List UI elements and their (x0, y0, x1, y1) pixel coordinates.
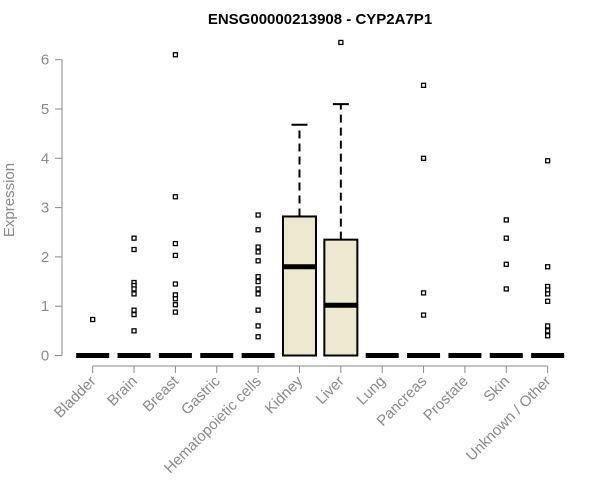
box-unknown-other (531, 158, 565, 358)
outlier-point (503, 217, 509, 223)
outlier-point (255, 212, 261, 218)
outlier-point (90, 316, 96, 323)
box-kidney (281, 123, 317, 357)
y-tick-label: 1 (41, 298, 49, 315)
box-pancreas (407, 82, 441, 358)
outlier-point (172, 252, 179, 259)
outlier-point (544, 158, 551, 164)
outlier-point (131, 328, 137, 334)
outlier-point (131, 311, 137, 318)
y-tick-label: 4 (41, 150, 49, 167)
outlier-point (255, 273, 261, 280)
outlier-point (503, 286, 509, 292)
box-iqr (323, 238, 359, 357)
outlier-point (255, 244, 261, 250)
x-tick-label: Lung (353, 373, 389, 409)
outlier-point (420, 290, 427, 296)
outlier-point (503, 235, 509, 241)
outlier-point (503, 261, 509, 267)
x-tick-label: Brain (104, 373, 141, 410)
x-tick-label: Breast (140, 372, 183, 415)
box-iqr (281, 215, 317, 357)
y-tick-label: 3 (41, 200, 49, 217)
x-tick-label: Skin (480, 373, 513, 406)
outlier-point (544, 291, 551, 297)
box-skin (489, 217, 523, 358)
outlier-point (420, 312, 427, 318)
outlier-point (544, 333, 551, 339)
chart-title: ENSG00000213908 - CYP2A7P1 (208, 11, 432, 28)
x-tick-label: Kidney (262, 372, 307, 417)
outlier-point (172, 194, 179, 200)
y-axis: 0 1 2 3 4 5 6 (41, 52, 63, 365)
outlier-point (255, 307, 261, 313)
box-series (76, 39, 565, 358)
outlier-point (131, 246, 137, 253)
y-tick-label: 6 (41, 52, 49, 69)
outlier-point (255, 323, 261, 329)
outlier-point (172, 302, 179, 308)
outlier-point (131, 235, 137, 241)
outlier-point (544, 298, 551, 304)
outlier-point (131, 291, 137, 297)
outlier-point (544, 328, 551, 334)
x-tick-label: Liver (313, 373, 348, 408)
box-brain (117, 235, 151, 358)
y-tick-label: 2 (41, 249, 49, 266)
outlier-point (255, 249, 261, 255)
box-bladder (76, 316, 110, 358)
box-liver (323, 39, 359, 357)
outlier-point (172, 240, 179, 247)
outlier-point (255, 278, 261, 285)
y-tick-label: 0 (41, 348, 49, 365)
outlier-point (255, 227, 261, 233)
outlier-point (544, 264, 551, 270)
outlier-point (172, 281, 179, 287)
outlier-point (420, 82, 427, 88)
outlier-point (338, 39, 344, 46)
outlier-point (172, 296, 179, 302)
y-tick-label: 5 (41, 101, 49, 118)
y-axis-label: Expression (1, 163, 18, 237)
outlier-point (255, 258, 261, 264)
outlier-point (544, 323, 551, 329)
outlier-point (255, 286, 261, 292)
box-breast (158, 52, 192, 358)
outlier-point (131, 307, 137, 313)
x-tick-label: Bladder (51, 373, 100, 422)
outlier-point (255, 291, 261, 297)
outlier-point (172, 52, 179, 58)
outlier-point (420, 155, 427, 161)
outlier-point (131, 286, 137, 292)
box-hematopoietic-cells (241, 212, 275, 358)
outlier-point (172, 309, 179, 315)
outlier-point (255, 334, 261, 340)
x-tick-label: Prostate (420, 373, 472, 425)
